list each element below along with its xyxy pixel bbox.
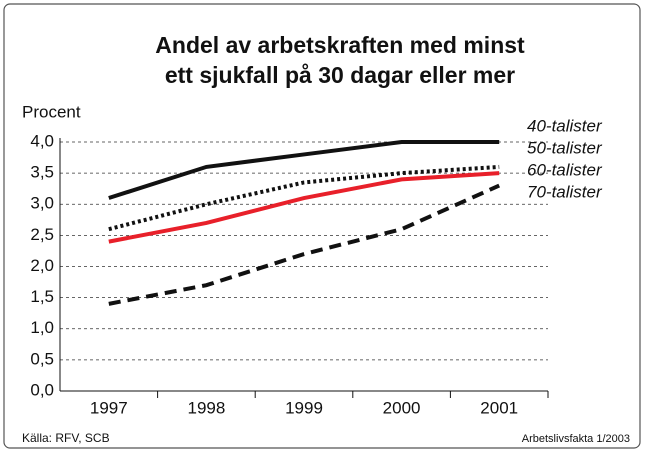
line-series bbox=[108, 140, 500, 200]
x-tick-label: 1998 bbox=[187, 398, 225, 417]
y-tick-label: 3,5 bbox=[30, 163, 54, 182]
credit: Arbetslivsfakta 1/2003 bbox=[522, 433, 630, 445]
line-series bbox=[108, 164, 500, 232]
y-tick-label: 0,0 bbox=[30, 380, 54, 399]
y-tick-label: 0,5 bbox=[30, 349, 54, 368]
legend-label: 60-talister bbox=[527, 160, 603, 179]
chart-title: ett sjukfall på 30 dagar eller mer bbox=[165, 62, 515, 88]
line-series bbox=[108, 171, 500, 244]
y-tick-label: 2,0 bbox=[30, 256, 54, 275]
x-tick-label: 1997 bbox=[90, 398, 128, 417]
y-tick-label: 4,0 bbox=[30, 131, 54, 150]
y-tick-label: 2,5 bbox=[30, 225, 54, 244]
x-tick-label: 2000 bbox=[383, 398, 421, 417]
chart-title: Andel av arbetskraften med minst bbox=[155, 32, 525, 58]
y-tick-label: 1,0 bbox=[30, 318, 54, 337]
legend-label: 40-talister bbox=[527, 116, 603, 135]
legend-label: 50-talister bbox=[527, 138, 603, 157]
x-tick-label: 1999 bbox=[285, 398, 323, 417]
x-tick-label: 2001 bbox=[480, 398, 518, 417]
y-tick-label: 1,5 bbox=[30, 287, 54, 306]
y-tick-label: 3,0 bbox=[30, 194, 54, 213]
frame bbox=[3, 3, 641, 449]
source: Källa: RFV, SCB bbox=[22, 431, 110, 445]
y-axis-label: Procent bbox=[22, 102, 81, 121]
line-series bbox=[108, 183, 501, 306]
legend-label: 70-talister bbox=[527, 182, 603, 201]
